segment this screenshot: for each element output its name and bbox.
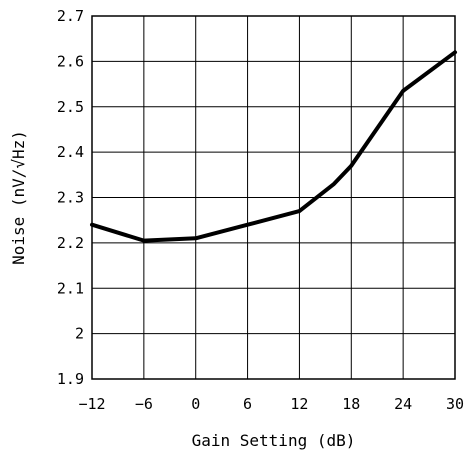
y-tick-label: 2.4 [57,143,84,161]
x-tick-label: −12 [78,395,105,413]
x-tick-label: −6 [135,395,153,413]
x-tick-label: 18 [342,395,360,413]
y-tick-label: 2.2 [57,234,84,252]
y-tick-label: 2.7 [57,7,84,25]
y-tick-label: 2.3 [57,189,84,207]
y-tick-label: 1.9 [57,370,84,388]
series-layer [90,50,457,243]
y-tick-label: 2.6 [57,52,84,70]
x-tick-label: 0 [191,395,200,413]
y-axis-label: Noise (nV/√Hz) [9,130,28,265]
noise-series-line [90,50,457,243]
grid [91,15,456,380]
y-tick-label: 2.5 [57,98,84,116]
x-tick-labels: −12 −6 0 6 12 18 24 30 [78,395,464,413]
y-tick-label: 2.1 [57,279,84,297]
x-tick-label: 12 [290,395,308,413]
x-axis-label: Gain Setting (dB) [192,431,356,450]
x-tick-label: 6 [243,395,252,413]
plot-frame [91,15,456,380]
y-tick-label: 2 [75,325,84,343]
x-tick-label: 24 [394,395,412,413]
y-tick-labels: 1.9 2 2.1 2.2 2.3 2.4 2.5 2.6 2.7 [57,7,84,388]
x-tick-label: 30 [446,395,464,413]
